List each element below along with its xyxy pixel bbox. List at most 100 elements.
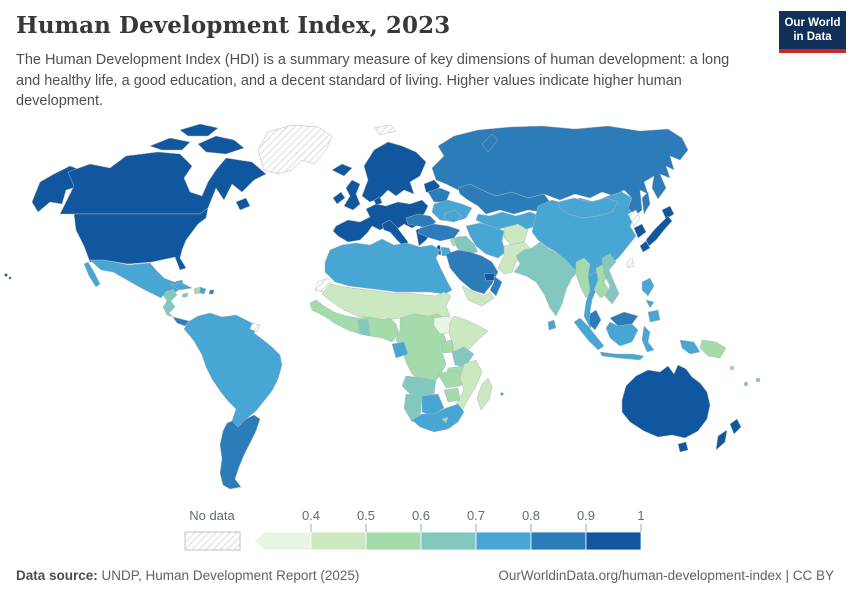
country-philippines-visayas[interactable] (645, 299, 655, 309)
country-lesotho[interactable] (441, 416, 449, 424)
country-mongolia[interactable] (557, 197, 619, 219)
country-pakistan[interactable] (497, 241, 531, 275)
country-novaya-zemlya[interactable] (481, 133, 499, 153)
country-north-korea[interactable] (627, 209, 641, 227)
country-ireland[interactable] (332, 191, 346, 205)
data-source-label: Data source: (16, 568, 98, 583)
country-japan-honshu[interactable] (645, 215, 673, 247)
legend-band-3[interactable] (420, 531, 477, 551)
country-belarus[interactable] (427, 187, 451, 203)
legend-band-1[interactable] (310, 531, 367, 551)
country-chile-argentina[interactable] (219, 414, 261, 490)
country-west-africa[interactable] (309, 299, 400, 343)
country-south-korea[interactable] (633, 223, 647, 239)
country-mauritius[interactable] (500, 392, 504, 396)
legend-band-0[interactable] (253, 531, 312, 551)
country-central-america[interactable] (162, 288, 178, 318)
country-vanuatu[interactable] (743, 381, 749, 387)
country-greenland[interactable] (257, 124, 333, 175)
owid-logo-line2: in Data (793, 31, 832, 43)
country-svalbard[interactable] (373, 124, 397, 136)
country-puerto-rico[interactable] (208, 289, 215, 295)
country-united-kingdom[interactable] (343, 179, 361, 211)
data-source: Data source: UNDP, Human Development Rep… (16, 568, 359, 583)
country-indonesia-java[interactable] (599, 351, 645, 361)
country-australia[interactable] (621, 364, 711, 439)
page-title: Human Development Index, 2023 (16, 12, 451, 39)
country-new-zealand-north[interactable] (729, 418, 742, 435)
country-papua-new-guinea[interactable] (699, 339, 727, 359)
country-ghana[interactable] (357, 318, 371, 337)
legend-tick-0.5: 0.5 (357, 508, 375, 523)
country-jamaica[interactable] (181, 292, 189, 298)
country-malaysia-borneo[interactable] (609, 311, 639, 327)
country-indonesia-borneo[interactable] (605, 321, 639, 347)
country-sakhalin[interactable] (641, 191, 651, 215)
country-mexico-baja[interactable] (83, 261, 101, 288)
country-oman[interactable] (489, 275, 503, 297)
country-haiti[interactable] (193, 286, 201, 295)
country-iraq[interactable] (453, 235, 479, 255)
country-canada-arctic-2[interactable] (197, 135, 245, 155)
country-usa[interactable] (73, 207, 209, 271)
country-gabon[interactable] (391, 341, 409, 359)
legend-tick-0.7: 0.7 (467, 508, 485, 523)
country-saudi-arabia[interactable] (445, 249, 499, 295)
country-uganda[interactable] (441, 339, 455, 354)
country-ethiopia-somalia[interactable] (448, 315, 489, 358)
country-sri-lanka[interactable] (547, 319, 557, 331)
legend-tick-0.6: 0.6 (412, 508, 430, 523)
country-caucasus[interactable] (443, 209, 463, 223)
legend-band-2[interactable] (365, 531, 422, 551)
world-map[interactable] (0, 122, 830, 502)
country-hawaii-2[interactable] (8, 276, 12, 280)
country-philippines-luzon[interactable] (641, 277, 655, 297)
country-new-zealand-south[interactable] (715, 429, 728, 451)
country-canada-arctic-1[interactable] (149, 137, 191, 151)
data-source-text: UNDP, Human Development Report (2025) (97, 568, 360, 583)
country-fiji[interactable] (755, 377, 761, 383)
country-iceland[interactable] (331, 163, 353, 177)
legend-tick-1: 1 (637, 508, 644, 523)
country-french-guiana[interactable] (249, 322, 261, 333)
country-madagascar[interactable] (476, 377, 493, 411)
country-vietnam[interactable] (601, 253, 620, 305)
country-indonesia-sulawesi[interactable] (641, 325, 655, 353)
country-north-africa[interactable] (324, 238, 453, 295)
country-south-america-north[interactable] (183, 312, 283, 428)
country-tasmania[interactable] (677, 441, 689, 453)
country-kenya[interactable] (451, 346, 475, 368)
country-south-africa[interactable] (411, 403, 465, 433)
country-indonesia-sumatra[interactable] (573, 317, 605, 351)
country-japan-hokkaido[interactable] (661, 205, 675, 220)
license-link[interactable]: OurWorldinData.org/human-development-ind… (498, 568, 834, 583)
country-malaysia-peninsula[interactable] (588, 309, 602, 331)
chart-footer: Data source: UNDP, Human Development Rep… (16, 568, 834, 583)
country-japan-kyushu[interactable] (639, 240, 651, 253)
country-indonesia-papua[interactable] (679, 339, 701, 355)
country-zimbabwe[interactable] (443, 387, 461, 403)
country-denmark[interactable] (373, 196, 383, 206)
country-taiwan[interactable] (626, 257, 635, 269)
country-sahel-sudan[interactable] (321, 283, 452, 322)
legend-no-data-label: No data (189, 508, 235, 523)
country-dominican-republic[interactable] (199, 286, 207, 295)
country-solomon-islands[interactable] (729, 365, 735, 371)
country-yemen[interactable] (461, 285, 495, 307)
country-hawaii-1[interactable] (4, 273, 8, 277)
country-canada-arctic-3[interactable] (179, 123, 219, 137)
owid-logo-line1: Our World (784, 16, 841, 29)
owid-logo[interactable]: Our World in Data (779, 11, 846, 53)
country-cuba[interactable] (169, 282, 193, 291)
legend-no-data-swatch[interactable] (184, 531, 241, 551)
legend-band-6[interactable] (585, 531, 642, 551)
chart-subtitle: The Human Development Index (HDI) is a s… (16, 52, 730, 110)
country-philippines-mindanao[interactable] (647, 309, 661, 323)
country-scandinavia[interactable] (361, 141, 427, 203)
legend-band-4[interactable] (475, 531, 532, 551)
country-mozambique[interactable] (455, 359, 483, 411)
country-canada[interactable] (59, 151, 267, 215)
country-canada-newfoundland[interactable] (235, 197, 251, 211)
legend-band-5[interactable] (530, 531, 587, 551)
